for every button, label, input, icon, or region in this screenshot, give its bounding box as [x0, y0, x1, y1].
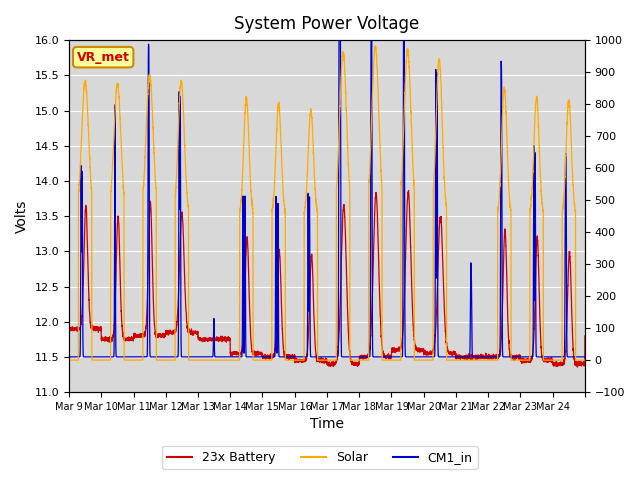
Title: System Power Voltage: System Power Voltage — [234, 15, 420, 33]
X-axis label: Time: Time — [310, 418, 344, 432]
Y-axis label: Volts: Volts — [15, 199, 29, 233]
Text: VR_met: VR_met — [77, 51, 130, 64]
Legend: 23x Battery, Solar, CM1_in: 23x Battery, Solar, CM1_in — [163, 446, 477, 469]
